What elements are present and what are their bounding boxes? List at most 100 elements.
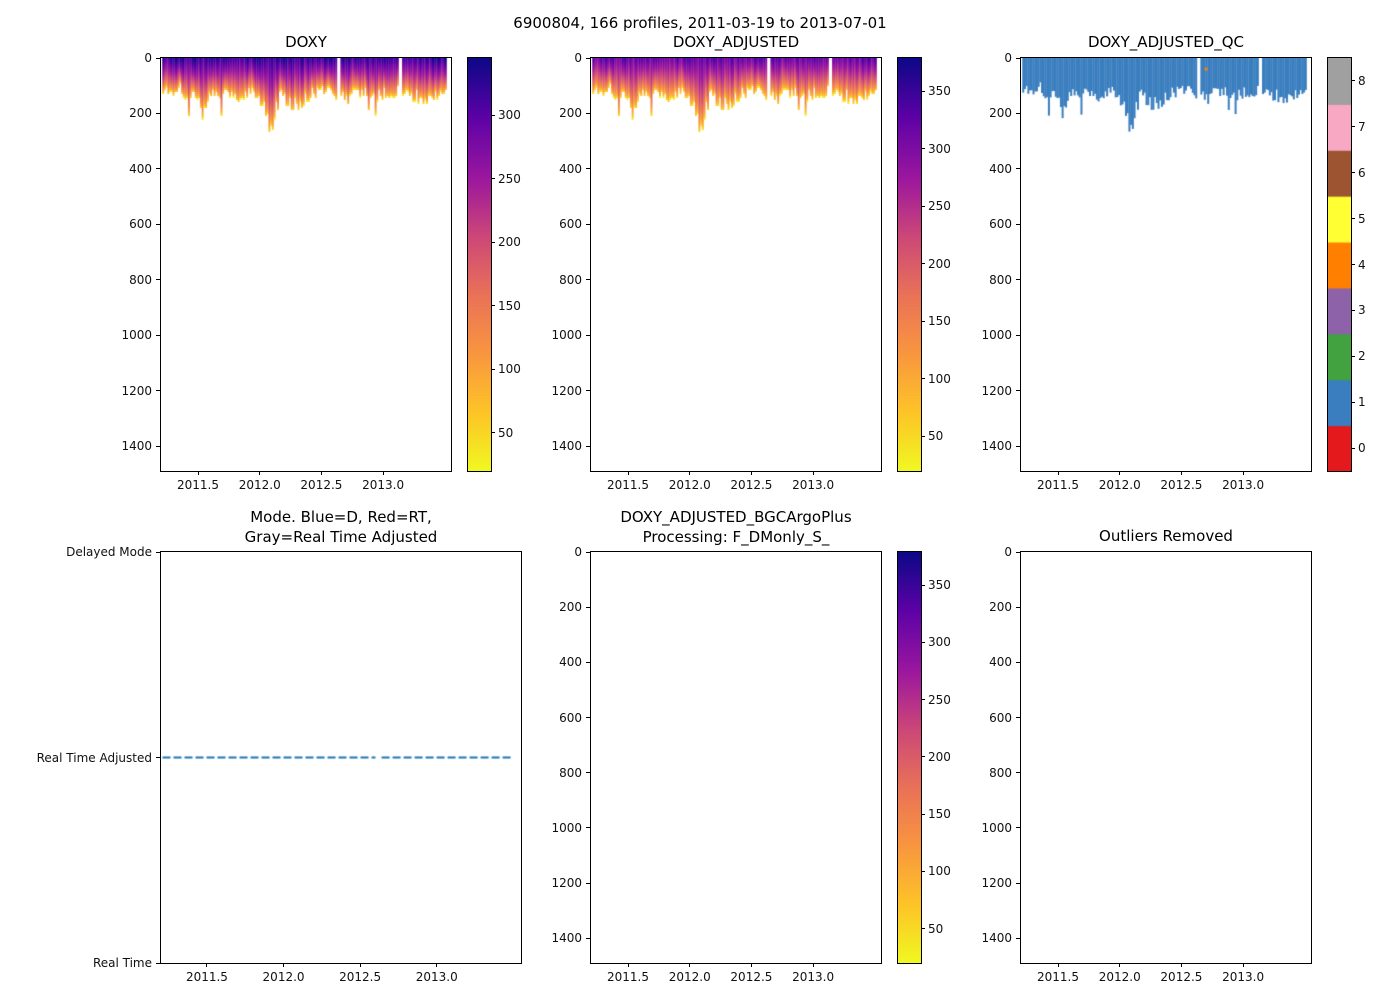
tick-mark — [921, 435, 925, 437]
tick-mark — [1016, 57, 1020, 59]
tick-label: 0 — [1004, 51, 1012, 65]
bgcargoplus-colorbar: 50 100 150 200 250 300 350 — [897, 551, 951, 964]
tick-label: 150 — [928, 807, 951, 822]
tick-mark — [491, 178, 495, 180]
subplot-title: Mode. Blue=D, Red=RT, Gray=Real Time Adj… — [244, 508, 438, 546]
subplot-mode: Mode. Blue=D, Red=RT, Gray=Real Time Adj… — [37, 508, 522, 984]
tick-mark — [921, 263, 925, 265]
tick-mark — [586, 827, 590, 829]
tick-label: 2012.0 — [1098, 478, 1141, 492]
tick-mark — [206, 963, 208, 967]
tick-mark — [1351, 80, 1355, 82]
tick-label: 2012.0 — [668, 970, 711, 984]
tick-label: 1000 — [981, 328, 1012, 343]
tick-label: 2013.0 — [1222, 478, 1265, 492]
tick-label: 1000 — [981, 820, 1012, 835]
tick-mark — [1057, 963, 1059, 967]
tick-label: 300 — [928, 141, 951, 156]
tick-label: Delayed Mode — [66, 545, 152, 559]
tick-mark — [156, 551, 160, 553]
tick-mark — [491, 305, 495, 307]
tick-mark — [156, 279, 160, 281]
doxy-adjusted-heatmap-canvas — [591, 58, 881, 471]
tick-mark — [1351, 447, 1355, 449]
tick-mark — [921, 641, 925, 643]
tick-mark — [586, 882, 590, 884]
tick-mark — [1016, 223, 1020, 225]
tick-mark — [1016, 390, 1020, 392]
tick-label: 3 — [1358, 303, 1366, 318]
tick-mark — [156, 334, 160, 336]
tick-mark — [586, 279, 590, 281]
tick-label: 2011.5 — [185, 970, 228, 984]
tick-mark — [921, 90, 925, 92]
tick-mark — [921, 584, 925, 586]
tick-mark — [1057, 471, 1059, 475]
tick-mark — [491, 432, 495, 434]
tick-mark — [156, 962, 160, 964]
tick-mark — [1016, 334, 1020, 336]
tick-mark — [586, 661, 590, 663]
tick-mark — [491, 368, 495, 370]
tick-mark — [156, 168, 160, 170]
tick-label: 1 — [1358, 395, 1366, 410]
tick-label: 2012.5 — [339, 970, 382, 984]
tick-label: 250 — [928, 692, 951, 707]
tick-label: 2012.5 — [1160, 478, 1203, 492]
tick-mark — [156, 390, 160, 392]
tick-mark — [1180, 471, 1182, 475]
tick-mark — [259, 471, 261, 475]
tick-mark — [1351, 309, 1355, 311]
tick-mark — [1016, 772, 1020, 774]
tick-label: 400 — [559, 161, 582, 176]
tick-label: 800 — [129, 272, 152, 287]
tick-label: Real Time Adjusted — [36, 750, 152, 765]
tick-label: 2012.5 — [1160, 970, 1203, 984]
figure-title: 6900804, 166 profiles, 2011-03-19 to 201… — [513, 14, 887, 32]
tick-mark — [1016, 882, 1020, 884]
qc-colorbar: 0 1 2 3 4 5 6 7 8 — [1327, 57, 1366, 472]
tick-mark — [586, 445, 590, 447]
tick-label: 400 — [559, 655, 582, 670]
tick-mark — [156, 57, 160, 59]
tick-mark — [156, 223, 160, 225]
tick-label: 400 — [989, 655, 1012, 670]
doxy-adjusted-colorbar-canvas — [898, 58, 921, 471]
tick-label: 250 — [498, 171, 521, 186]
doxy-heatmap-canvas — [161, 58, 451, 471]
tick-mark — [1016, 606, 1020, 608]
tick-label: 1000 — [551, 820, 582, 835]
outliers-removed-canvas — [1021, 552, 1311, 963]
tick-mark — [627, 963, 629, 967]
tick-mark — [921, 813, 925, 815]
tick-label: 1200 — [981, 383, 1012, 398]
tick-mark — [921, 378, 925, 380]
tick-mark — [921, 756, 925, 758]
tick-mark — [1351, 355, 1355, 357]
tick-label: 100 — [928, 371, 951, 386]
tick-label: 0 — [574, 545, 582, 559]
tick-mark — [1351, 218, 1355, 220]
tick-label: 1400 — [551, 439, 582, 454]
subplot-doxy-adjusted-qc: DOXY_ADJUSTED_QC 2011.5 2012.0 2012.5 2013.… — [981, 33, 1312, 492]
tick-label: 2011.5 — [607, 970, 650, 984]
tick-label: 50 — [928, 921, 944, 936]
tick-mark — [197, 471, 199, 475]
tick-label: 1400 — [121, 439, 152, 454]
tick-label: 300 — [498, 108, 521, 123]
tick-label: 2012.0 — [238, 478, 281, 492]
tick-mark — [156, 445, 160, 447]
tick-mark — [921, 148, 925, 150]
tick-mark — [586, 606, 590, 608]
tick-label: 200 — [989, 600, 1012, 615]
tick-label: 1200 — [121, 383, 152, 398]
tick-mark — [491, 114, 495, 116]
tick-mark — [586, 223, 590, 225]
tick-mark — [1016, 827, 1020, 829]
tick-label: 2013.0 — [415, 970, 458, 984]
tick-label: 200 — [559, 600, 582, 615]
tick-label: 400 — [989, 161, 1012, 176]
tick-label: 8 — [1358, 73, 1366, 88]
tick-label: 0 — [574, 51, 582, 65]
